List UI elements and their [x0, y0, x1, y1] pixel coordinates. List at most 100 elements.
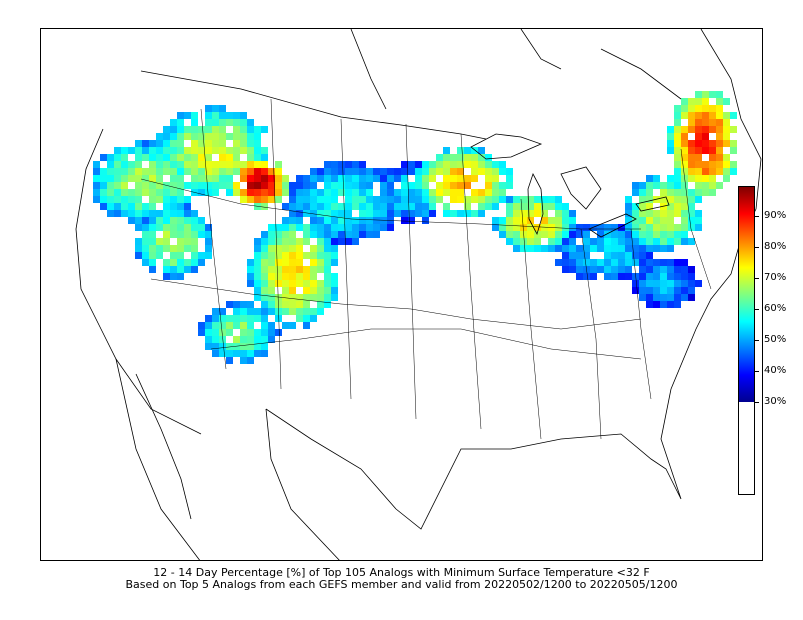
field-cell — [359, 161, 366, 168]
field-cell — [394, 189, 401, 196]
field-cell — [723, 161, 730, 168]
field-cell — [352, 231, 359, 238]
field-cell — [702, 189, 709, 196]
field-cell — [317, 301, 324, 308]
field-cell — [142, 238, 149, 245]
field-cell — [681, 105, 688, 112]
field-cell — [254, 350, 261, 357]
field-cell — [730, 126, 737, 133]
field-cell — [331, 259, 338, 266]
field-cell — [632, 182, 639, 189]
field-cell — [688, 175, 695, 182]
field-cell — [338, 238, 345, 245]
field-cell — [702, 147, 709, 154]
field-cell — [198, 217, 205, 224]
field-cell — [163, 231, 170, 238]
field-cell — [198, 175, 205, 182]
field-cell — [233, 189, 240, 196]
field-cell — [198, 154, 205, 161]
field-cell — [191, 133, 198, 140]
field-cell — [345, 224, 352, 231]
field-cell — [254, 168, 261, 175]
field-cell — [149, 217, 156, 224]
field-cell — [275, 175, 282, 182]
field-cell — [191, 210, 198, 217]
colorbar-fill — [739, 187, 754, 402]
colorbar-tick-label: 80% — [754, 241, 787, 252]
field-cell — [149, 224, 156, 231]
field-cell — [233, 343, 240, 350]
field-cell — [107, 210, 114, 217]
field-cell — [653, 224, 660, 231]
field-cell — [226, 147, 233, 154]
field-cell — [569, 217, 576, 224]
field-cell — [611, 252, 618, 259]
field-cell — [639, 280, 646, 287]
field-cell — [205, 336, 212, 343]
field-cell — [191, 182, 198, 189]
field-cell — [163, 126, 170, 133]
field-cell — [289, 224, 296, 231]
lake-huron — [560, 166, 602, 210]
field-cell — [674, 105, 681, 112]
field-cell — [660, 217, 667, 224]
field-cell — [191, 245, 198, 252]
field-cell — [114, 168, 121, 175]
field-cell — [121, 154, 128, 161]
field-cell — [583, 273, 590, 280]
field-cell — [674, 280, 681, 287]
field-cell — [310, 196, 317, 203]
field-cell — [261, 315, 268, 322]
field-cell — [324, 280, 331, 287]
field-cell — [163, 196, 170, 203]
field-cell — [485, 161, 492, 168]
field-cell — [660, 280, 667, 287]
field-cell — [282, 238, 289, 245]
field-cell — [254, 182, 261, 189]
field-cell — [709, 175, 716, 182]
field-cell — [625, 238, 632, 245]
field-cell — [177, 210, 184, 217]
gulf-coast — [265, 388, 682, 530]
field-cell — [534, 231, 541, 238]
field-cell — [114, 210, 121, 217]
field-cell — [184, 126, 191, 133]
field-cell — [674, 126, 681, 133]
field-cell — [226, 133, 233, 140]
field-cell — [310, 217, 317, 224]
field-cell — [212, 322, 219, 329]
field-cell — [163, 168, 170, 175]
field-cell — [177, 161, 184, 168]
field-cell — [247, 154, 254, 161]
field-cell — [205, 315, 212, 322]
field-cell — [450, 154, 457, 161]
field-cell — [625, 273, 632, 280]
field-cell — [177, 154, 184, 161]
field-cell — [492, 161, 499, 168]
field-cell — [709, 91, 716, 98]
field-cell — [107, 175, 114, 182]
field-cell — [716, 119, 723, 126]
field-cell — [156, 168, 163, 175]
field-cell — [597, 238, 604, 245]
field-cell — [674, 238, 681, 245]
lake-ontario — [635, 196, 670, 212]
field-cell — [555, 210, 562, 217]
field-cell — [226, 329, 233, 336]
field-cell — [170, 140, 177, 147]
field-cell — [527, 196, 534, 203]
field-cell — [499, 189, 506, 196]
field-cell — [135, 168, 142, 175]
field-cell — [254, 308, 261, 315]
field-cell — [226, 182, 233, 189]
field-cell — [219, 343, 226, 350]
field-cell — [303, 231, 310, 238]
field-cell — [513, 245, 520, 252]
field-cell — [212, 112, 219, 119]
field-cell — [716, 147, 723, 154]
field-cell — [240, 119, 247, 126]
field-cell — [625, 196, 632, 203]
field-cell — [632, 252, 639, 259]
field-cell — [702, 105, 709, 112]
field-cell — [331, 245, 338, 252]
